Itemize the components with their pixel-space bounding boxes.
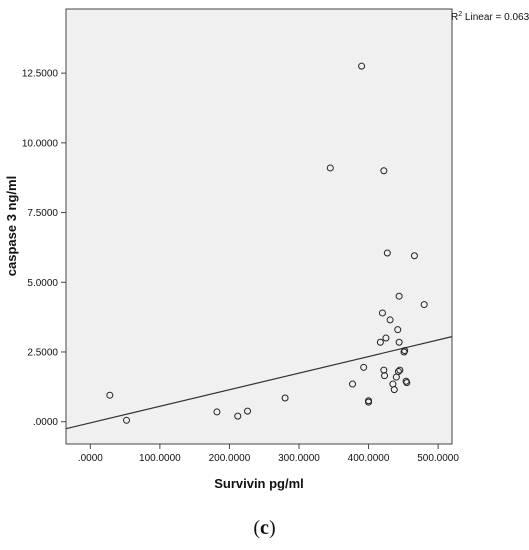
data-point: [410, 252, 418, 260]
plot-area: [65, 8, 453, 445]
linear-fit-line: [65, 336, 453, 430]
y-axis-title: caspase 3 ng/ml: [4, 176, 19, 276]
data-point: [395, 292, 403, 300]
data-point: [234, 412, 242, 420]
data-point: [213, 408, 221, 416]
x-tick-label: 400.0000: [348, 453, 390, 464]
data-point: [244, 407, 252, 415]
data-point: [349, 380, 357, 388]
y-tick-label: 2.5000: [27, 347, 58, 358]
x-tick-label: 500.0000: [417, 453, 459, 464]
data-point: [395, 338, 403, 346]
data-point: [383, 249, 391, 257]
x-tick-label: 100.0000: [139, 453, 181, 464]
x-tick-label: 200.0000: [209, 453, 251, 464]
data-point: [403, 379, 411, 387]
data-point: [401, 347, 409, 355]
data-point: [394, 326, 402, 334]
data-point: [380, 167, 388, 175]
y-tick-label: 12.5000: [22, 69, 59, 80]
data-point: [378, 309, 386, 317]
data-point: [106, 391, 114, 399]
y-tick-label: 5.0000: [27, 278, 58, 289]
y-tick-label: 7.5000: [27, 208, 58, 219]
data-point: [281, 394, 289, 402]
data-point: [358, 62, 366, 70]
data-point: [420, 301, 428, 309]
data-point: [396, 366, 404, 374]
data-point: [394, 368, 402, 375]
data-point: [390, 386, 398, 394]
data-point: [365, 397, 373, 405]
data-point: [386, 316, 394, 324]
data-point: [326, 164, 334, 172]
x-tick-label: 300.0000: [278, 453, 320, 464]
x-tick-label: .0000: [78, 453, 103, 464]
y-tick-label: 10.0000: [22, 138, 59, 149]
data-point: [360, 363, 368, 371]
y-tick-label: .0000: [33, 417, 58, 428]
data-point: [382, 334, 390, 342]
data-point: [381, 372, 389, 380]
data-point: [123, 416, 131, 424]
data-point: [376, 338, 384, 346]
r-squared-annotation: R2 Linear = 0.063: [451, 11, 529, 23]
x-axis-title: Survivin pg/ml: [214, 476, 304, 491]
panel-label: (c): [253, 517, 276, 539]
